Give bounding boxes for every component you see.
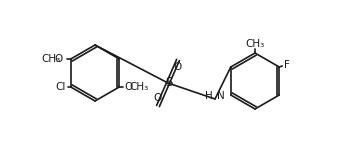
Text: S: S bbox=[165, 76, 173, 88]
Text: H: H bbox=[205, 91, 213, 101]
Text: F: F bbox=[284, 60, 290, 70]
Text: CH₃: CH₃ bbox=[245, 39, 265, 49]
Text: Cl: Cl bbox=[55, 82, 66, 92]
Text: O: O bbox=[174, 62, 182, 72]
Text: O: O bbox=[124, 82, 132, 92]
Text: O: O bbox=[55, 54, 63, 64]
Text: O: O bbox=[154, 93, 162, 103]
Text: CH₃: CH₃ bbox=[129, 82, 149, 92]
Text: CH₃: CH₃ bbox=[41, 54, 61, 64]
Text: N: N bbox=[217, 91, 225, 101]
